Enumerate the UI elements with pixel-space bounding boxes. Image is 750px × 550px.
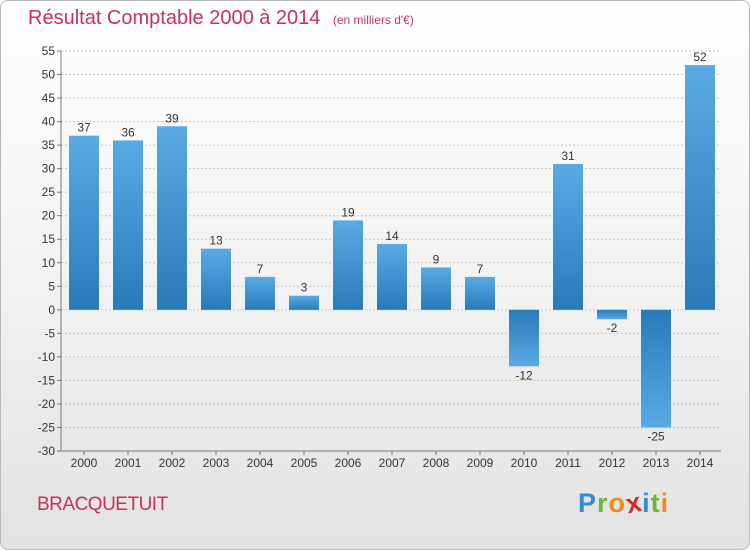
data-label: -12 [515,368,533,382]
logo-letter: i [642,488,651,518]
data-label: 37 [77,121,91,135]
bar [333,220,363,310]
y-tick-label: 10 [42,256,56,270]
data-label: 14 [385,229,399,243]
x-tick-label: 2003 [203,456,230,470]
chart-subtitle: (en milliers d'€) [332,13,414,27]
x-tick-label: 2004 [247,456,274,470]
chart-title: Résultat Comptable 2000 à 2014 [28,7,321,29]
bar [245,276,275,310]
x-tick-label: 2007 [379,456,406,470]
data-label: 9 [433,252,440,266]
y-tick-label: 50 [42,68,56,82]
bar [685,65,715,310]
bar [465,276,495,310]
bar [113,140,143,310]
y-tick-label: -5 [44,326,55,340]
x-tick-label: 2014 [687,456,714,470]
x-tick-label: 2006 [335,456,362,470]
x-tick-label: 2013 [643,456,670,470]
commune-name: BRACQUETUIT [37,494,168,515]
proxiti-logo: Proxiti [578,487,670,520]
data-label: 7 [257,262,264,276]
chart-header: Résultat Comptable 2000 à 2014 (en milli… [28,7,414,30]
logo-letter: i [660,488,670,518]
x-tick-label: 2010 [511,456,538,470]
y-tick-label: -15 [38,373,56,387]
bar [597,309,627,320]
y-tick-label: -10 [38,350,56,364]
logo-letter: o [608,488,627,518]
data-label: 39 [165,111,179,125]
y-tick-label: 5 [48,279,55,293]
logo-letter: r [597,488,609,518]
y-tick-label: 40 [42,115,56,129]
y-tick-label: -25 [38,420,56,434]
bar [641,309,671,428]
x-tick-label: 2011 [555,456,581,470]
x-tick-label: 2005 [291,456,318,470]
y-tick-label: 45 [42,91,56,105]
data-label: 3 [301,281,308,295]
data-label: 13 [209,234,223,248]
logo-letter: t [650,488,661,518]
data-label: -25 [647,429,665,443]
y-tick-label: 25 [42,185,56,199]
data-label: 7 [477,262,484,276]
data-label: 52 [693,50,707,64]
x-tick-label: 2002 [159,456,186,470]
y-tick-label: -20 [38,397,56,411]
y-tick-label: 20 [42,209,56,223]
y-tick-label: 55 [42,44,56,58]
x-tick-label: 2008 [423,456,450,470]
y-tick-label: 30 [42,162,56,176]
data-label: 36 [121,125,135,139]
bar [553,163,583,310]
x-tick-label: 2000 [71,456,98,470]
logo-letter: P [578,488,598,518]
bar [509,309,539,367]
bar [377,243,407,310]
x-tick-label: 2001 [115,456,142,470]
x-tick-label: 2012 [599,456,626,470]
y-tick-label: 15 [42,232,56,246]
y-tick-label: 0 [48,303,55,317]
bar [421,267,451,310]
bar [69,135,99,310]
data-label: 31 [561,149,575,163]
x-tick-label: 2009 [467,456,494,470]
data-label: -2 [607,321,618,335]
data-label: 19 [341,205,355,219]
bar [289,295,319,310]
y-tick-label: 35 [42,138,56,152]
bar [157,126,187,310]
y-tick-label: -30 [38,444,56,458]
bar [201,248,231,310]
